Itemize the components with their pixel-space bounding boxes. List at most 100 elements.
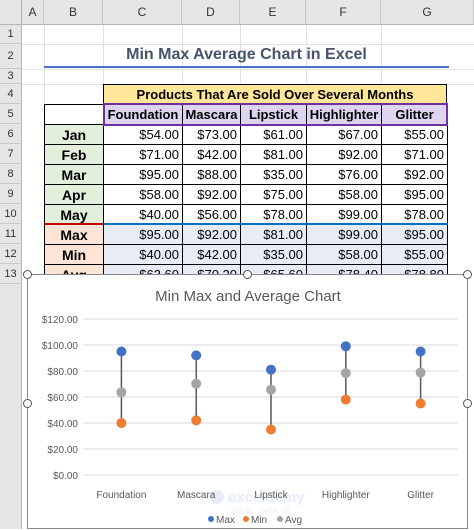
- month-value-cell[interactable]: $40.00: [103, 204, 183, 225]
- gridline: [306, 25, 307, 85]
- watermark-tagline: EXCEL · DATA · BI: [231, 508, 290, 515]
- data-point-min: [191, 415, 202, 426]
- month-label[interactable]: Feb: [44, 144, 104, 165]
- month-value-cell[interactable]: $55.00: [381, 124, 448, 145]
- data-point-avg: [415, 367, 426, 378]
- x-tick-label: Mascara: [177, 490, 216, 501]
- month-value-cell[interactable]: $56.00: [182, 204, 241, 225]
- x-tick-label: Glitter: [407, 490, 434, 501]
- row-header-11[interactable]: 11: [0, 224, 22, 244]
- stat-value-cell[interactable]: $42.00: [182, 244, 241, 265]
- data-point-min: [415, 398, 426, 409]
- column-header-e[interactable]: E: [240, 0, 306, 25]
- row-header-1[interactable]: 1: [0, 25, 22, 44]
- month-value-cell[interactable]: $78.00: [381, 204, 448, 225]
- row-header-2[interactable]: 2: [0, 44, 22, 69]
- row-header-12[interactable]: 12: [0, 244, 22, 264]
- data-point-min: [340, 394, 351, 405]
- month-value-cell[interactable]: $73.00: [182, 124, 241, 145]
- data-point-min: [116, 418, 127, 428]
- y-tick-label: $20.00: [47, 445, 78, 456]
- y-tick-label: $80.00: [47, 367, 78, 378]
- month-value-cell[interactable]: $54.00: [103, 124, 183, 145]
- month-value-cell[interactable]: $88.00: [182, 164, 241, 185]
- gridline: [182, 25, 183, 85]
- data-point-avg: [340, 368, 351, 379]
- legend-marker-min: [243, 516, 249, 522]
- month-value-cell[interactable]: $75.00: [240, 184, 307, 205]
- month-value-cell[interactable]: $76.00: [306, 164, 382, 185]
- column-header-b[interactable]: B: [44, 0, 103, 25]
- column-header-c[interactable]: C: [103, 0, 182, 25]
- table-corner-cell[interactable]: [44, 104, 104, 125]
- select-all-corner[interactable]: [0, 0, 22, 25]
- gridline: [240, 25, 241, 85]
- month-value-cell[interactable]: $81.00: [240, 144, 307, 165]
- legend-label-max: Max: [216, 515, 235, 526]
- row-header-5[interactable]: 5: [0, 104, 22, 124]
- resize-handle-middle-left[interactable]: [23, 399, 32, 408]
- table-header[interactable]: Products That Are Sold Over Several Mont…: [103, 84, 447, 105]
- row-header-6[interactable]: 6: [0, 124, 22, 144]
- y-tick-label: $40.00: [47, 419, 78, 430]
- stat-value-cell[interactable]: $58.00: [306, 244, 382, 265]
- month-value-cell[interactable]: $58.00: [103, 184, 183, 205]
- stat-value-cell[interactable]: $95.00: [381, 224, 448, 245]
- row-header-7[interactable]: 7: [0, 144, 22, 164]
- resize-handle-top-center[interactable]: [243, 270, 252, 279]
- stat-label[interactable]: Max: [44, 224, 104, 245]
- sheet-title[interactable]: Min Max Average Chart in Excel: [126, 46, 367, 63]
- column-header-d[interactable]: D: [182, 0, 240, 25]
- month-value-cell[interactable]: $78.00: [240, 204, 307, 225]
- column-header-a[interactable]: A: [22, 0, 44, 25]
- watermark-logo-icon: [210, 490, 224, 504]
- stat-value-cell[interactable]: $81.00: [240, 224, 307, 245]
- month-label[interactable]: May: [44, 204, 104, 225]
- month-value-cell[interactable]: $92.00: [182, 184, 241, 205]
- y-tick-label: $120.00: [42, 315, 79, 326]
- title-underline: [44, 66, 449, 68]
- row-header-8[interactable]: 8: [0, 164, 22, 184]
- month-value-cell[interactable]: $92.00: [306, 144, 382, 165]
- month-value-cell[interactable]: $61.00: [240, 124, 307, 145]
- month-value-cell[interactable]: $95.00: [381, 184, 448, 205]
- row-header-13[interactable]: 13: [0, 264, 22, 284]
- resize-handle-top-left[interactable]: [23, 270, 32, 279]
- month-value-cell[interactable]: $67.00: [306, 124, 382, 145]
- month-value-cell[interactable]: $35.00: [240, 164, 307, 185]
- chart-area[interactable]: Min Max and Average Chart exceldemy EXCE…: [27, 274, 468, 529]
- selection-range-products: [103, 103, 448, 126]
- row-header-9[interactable]: 9: [0, 184, 22, 204]
- data-point-max: [340, 341, 351, 352]
- selection-range-labels: [44, 223, 104, 285]
- data-point-avg: [191, 378, 202, 389]
- data-point-max: [266, 364, 276, 375]
- row-header-3[interactable]: 3: [0, 69, 22, 84]
- row-header-filler: [0, 284, 22, 529]
- column-header-f[interactable]: F: [306, 0, 381, 25]
- month-value-cell[interactable]: $58.00: [306, 184, 382, 205]
- data-point-min: [266, 424, 276, 435]
- legend-label-avg: Avg: [285, 515, 302, 526]
- watermark-name: exceldemy: [228, 489, 305, 506]
- month-value-cell[interactable]: $71.00: [103, 144, 183, 165]
- x-tick-label: Highlighter: [322, 490, 370, 501]
- month-value-cell[interactable]: $99.00: [306, 204, 382, 225]
- month-value-cell[interactable]: $42.00: [182, 144, 241, 165]
- month-label[interactable]: Apr: [44, 184, 104, 205]
- resize-handle-middle-right[interactable]: [463, 399, 472, 408]
- month-label[interactable]: Jan: [44, 124, 104, 145]
- month-value-cell[interactable]: $92.00: [381, 164, 448, 185]
- month-value-cell[interactable]: $71.00: [381, 144, 448, 165]
- resize-handle-top-right[interactable]: [463, 270, 472, 279]
- column-header-g[interactable]: G: [381, 0, 474, 25]
- month-label[interactable]: Mar: [44, 164, 104, 185]
- x-tick-label: Lipstick: [254, 490, 288, 501]
- month-value-cell[interactable]: $95.00: [103, 164, 183, 185]
- gridline: [381, 25, 382, 85]
- row-header-10[interactable]: 10: [0, 204, 22, 224]
- product-header-highlighter[interactable]: Highlighter: [306, 104, 382, 125]
- row-header-4[interactable]: 4: [0, 84, 22, 104]
- selection-range-stats: [44, 223, 448, 285]
- stat-value-cell[interactable]: $55.00: [381, 244, 448, 265]
